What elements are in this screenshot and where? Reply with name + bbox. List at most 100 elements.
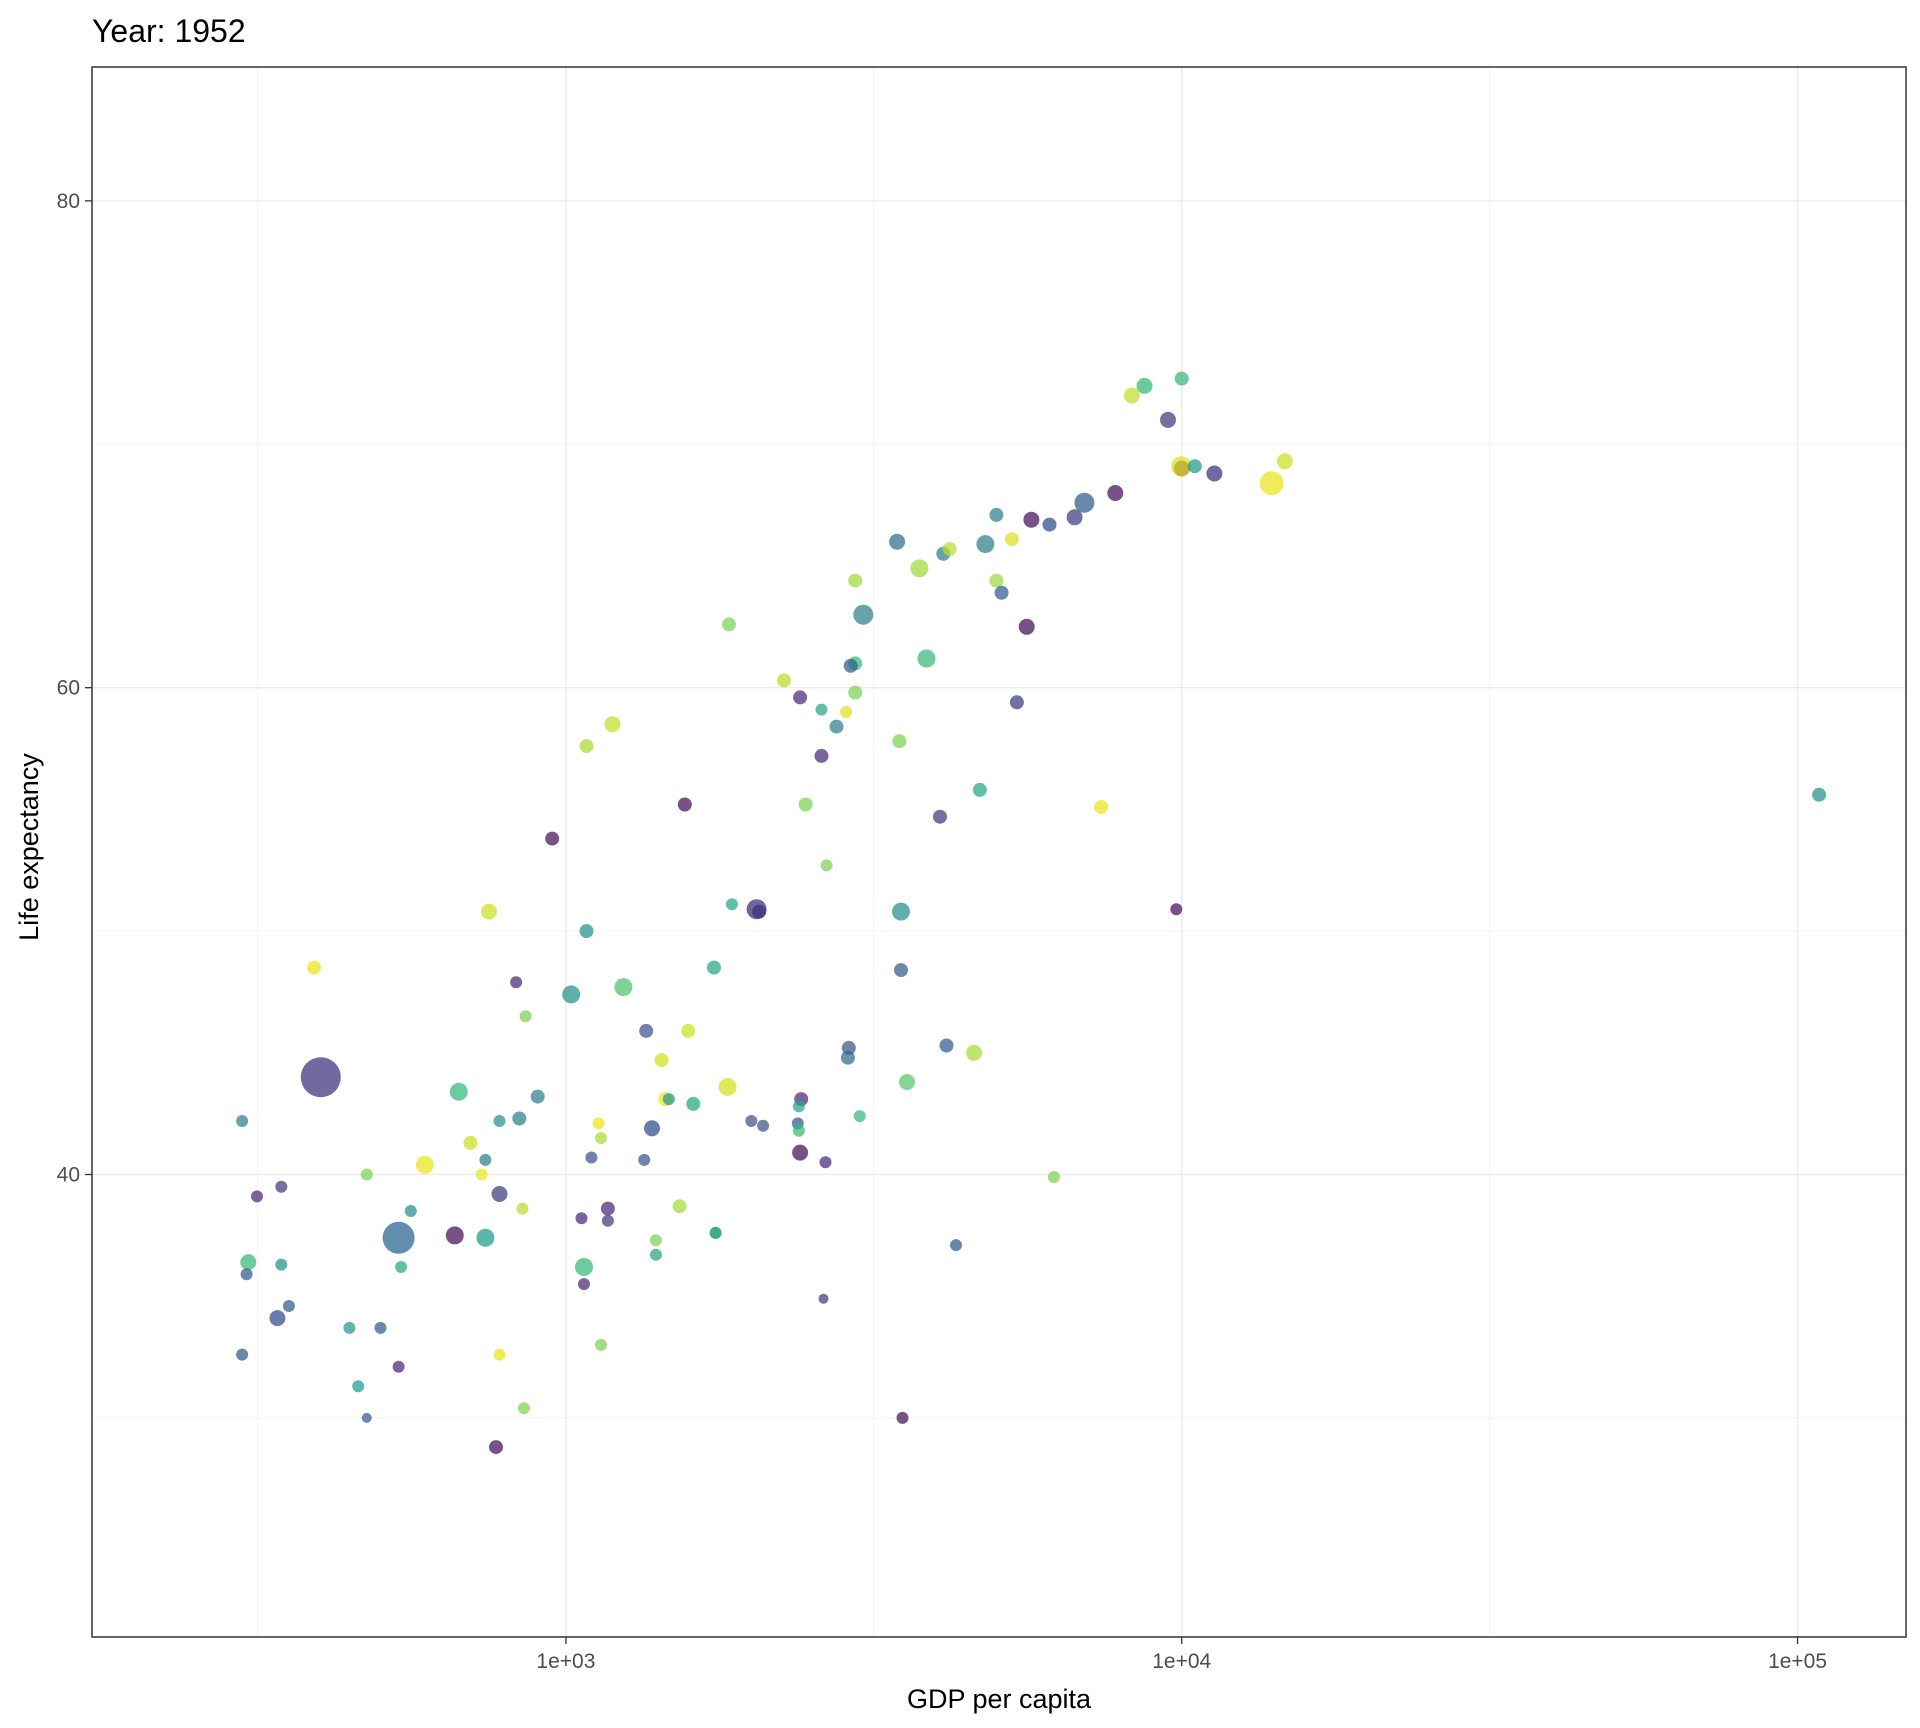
data-point	[240, 1254, 257, 1271]
data-point	[792, 1124, 805, 1137]
data-point	[578, 1278, 590, 1291]
y-tick-label: 80	[57, 190, 80, 213]
data-points	[236, 371, 1827, 1455]
data-point	[757, 1119, 770, 1132]
data-point	[644, 1120, 660, 1137]
data-point	[814, 748, 829, 763]
data-point	[989, 573, 1004, 588]
y-axis-title: Life expectancy	[14, 753, 44, 941]
data-point	[1123, 387, 1140, 404]
data-point	[352, 1380, 365, 1393]
data-point	[818, 1293, 829, 1304]
grid-lines	[92, 67, 1906, 1637]
data-point	[562, 985, 581, 1004]
data-point	[491, 1186, 508, 1202]
data-point	[479, 1153, 492, 1166]
data-point	[638, 1153, 651, 1166]
data-point	[707, 960, 721, 975]
y-tick-label: 40	[57, 1164, 80, 1187]
x-tick-label: 1e+03	[536, 1650, 595, 1673]
data-point	[672, 1199, 687, 1214]
data-point	[1170, 903, 1183, 916]
x-tick-label: 1e+05	[1768, 1650, 1827, 1673]
data-point	[614, 978, 633, 997]
data-point	[681, 1023, 696, 1038]
data-point	[1174, 371, 1189, 386]
data-point	[481, 903, 497, 920]
data-point	[972, 782, 987, 797]
data-point	[1160, 411, 1176, 428]
data-point	[1812, 787, 1827, 802]
data-point	[251, 1190, 263, 1203]
data-point	[575, 1212, 588, 1225]
data-point	[677, 797, 692, 812]
data-point	[404, 1205, 417, 1217]
y-tick-label: 60	[57, 677, 80, 700]
data-point	[649, 1234, 662, 1247]
data-point	[579, 924, 594, 939]
data-point	[395, 1261, 408, 1273]
data-point	[994, 585, 1009, 600]
data-point	[950, 1239, 962, 1252]
data-point	[966, 1044, 983, 1061]
data-point	[604, 716, 621, 733]
data-point	[798, 797, 813, 812]
data-point	[840, 706, 852, 718]
data-point	[892, 902, 910, 921]
data-point	[939, 1038, 954, 1053]
panel-border	[91, 66, 1907, 1638]
data-point	[718, 1077, 737, 1096]
data-point	[592, 1117, 605, 1130]
data-point	[595, 1132, 607, 1144]
data-point	[1009, 695, 1024, 710]
data-point	[896, 1411, 909, 1424]
data-point	[1004, 532, 1019, 547]
data-point	[853, 604, 874, 625]
data-point	[415, 1155, 434, 1174]
data-point	[374, 1321, 387, 1334]
data-point	[361, 1412, 372, 1423]
data-point	[601, 1214, 614, 1227]
data-point	[1074, 492, 1095, 513]
data-point	[545, 831, 560, 846]
data-point	[300, 1057, 341, 1098]
data-point	[722, 617, 736, 632]
data-point	[512, 1111, 527, 1126]
data-point	[236, 1348, 249, 1361]
x-axis: 1e+03 1e+04 1e+05	[536, 1637, 1827, 1673]
data-point	[236, 1115, 249, 1127]
data-point	[894, 963, 908, 978]
data-point	[475, 1168, 488, 1181]
data-point	[360, 1168, 373, 1181]
data-point	[516, 1202, 529, 1215]
data-point	[1173, 460, 1190, 477]
data-point	[942, 542, 957, 556]
data-point	[518, 1402, 530, 1415]
data-point	[579, 739, 594, 754]
data-point	[449, 1082, 468, 1101]
data-point	[382, 1221, 415, 1254]
data-point	[686, 1096, 701, 1111]
data-point	[654, 1053, 669, 1068]
data-point	[752, 904, 767, 919]
data-point	[639, 1023, 654, 1038]
data-point	[848, 573, 863, 588]
data-point	[519, 1010, 532, 1023]
data-point	[853, 1110, 866, 1123]
data-point	[493, 1348, 506, 1361]
data-point	[793, 690, 808, 705]
data-point	[510, 976, 523, 989]
data-point	[889, 533, 906, 550]
data-point	[1276, 453, 1293, 470]
x-axis-title: GDP per capita	[907, 1684, 1092, 1714]
data-point	[445, 1226, 464, 1245]
data-point	[1066, 509, 1083, 526]
data-point	[709, 1226, 722, 1239]
data-point	[820, 859, 833, 872]
data-point	[530, 1089, 545, 1104]
data-point	[1136, 377, 1153, 394]
data-point	[275, 1180, 288, 1193]
data-point	[1259, 471, 1284, 496]
data-point	[1094, 800, 1109, 814]
